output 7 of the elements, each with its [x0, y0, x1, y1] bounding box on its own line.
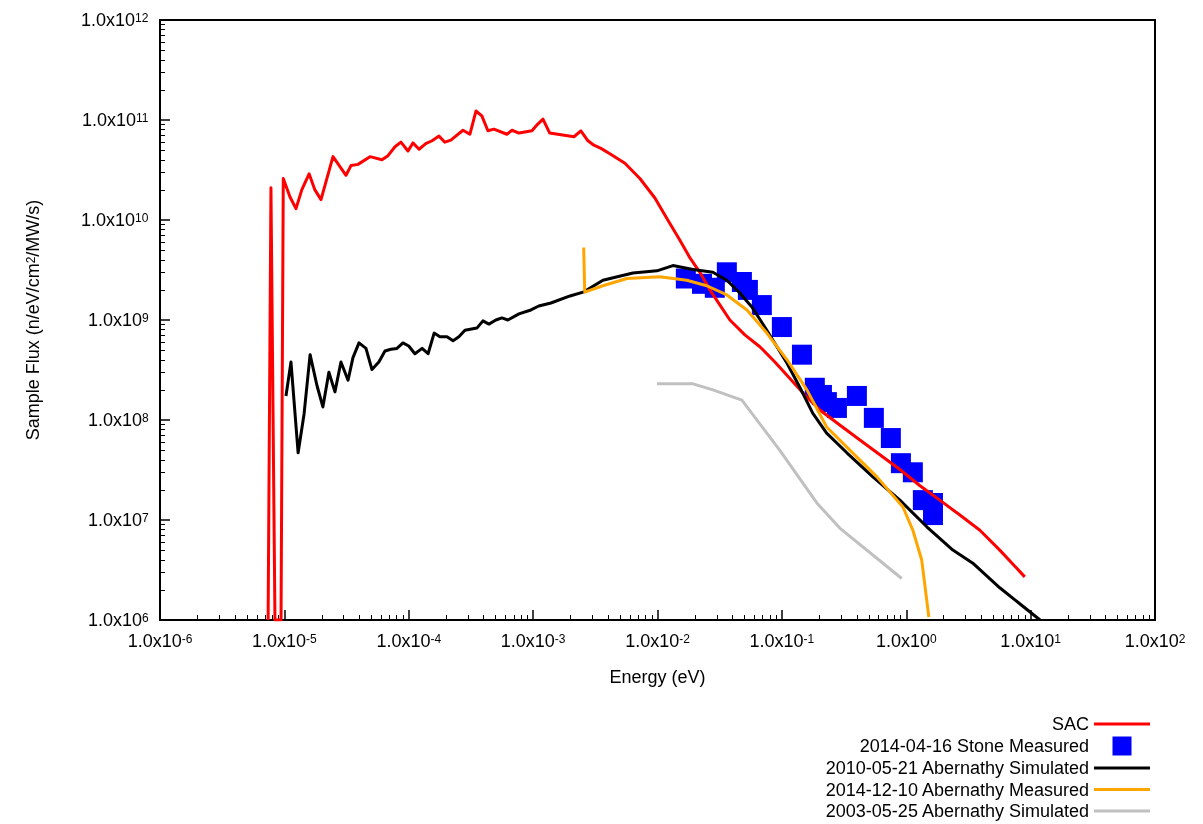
legend-label: 2010-05-21 Abernathy Simulated [825, 758, 1089, 778]
legend-label: 2014-04-16 Stone Measured [859, 736, 1089, 756]
x-axis-title: Energy (eV) [609, 667, 706, 687]
y-axis-title: Sample Flux (n/eV/cm2/MW/s) [23, 199, 43, 441]
legend-label: SAC [1051, 714, 1089, 734]
legend-label: 2014-12-10 Abernathy Measured [825, 779, 1089, 800]
legend-label: 2003-05-25 Abernathy Simulated [825, 801, 1089, 821]
